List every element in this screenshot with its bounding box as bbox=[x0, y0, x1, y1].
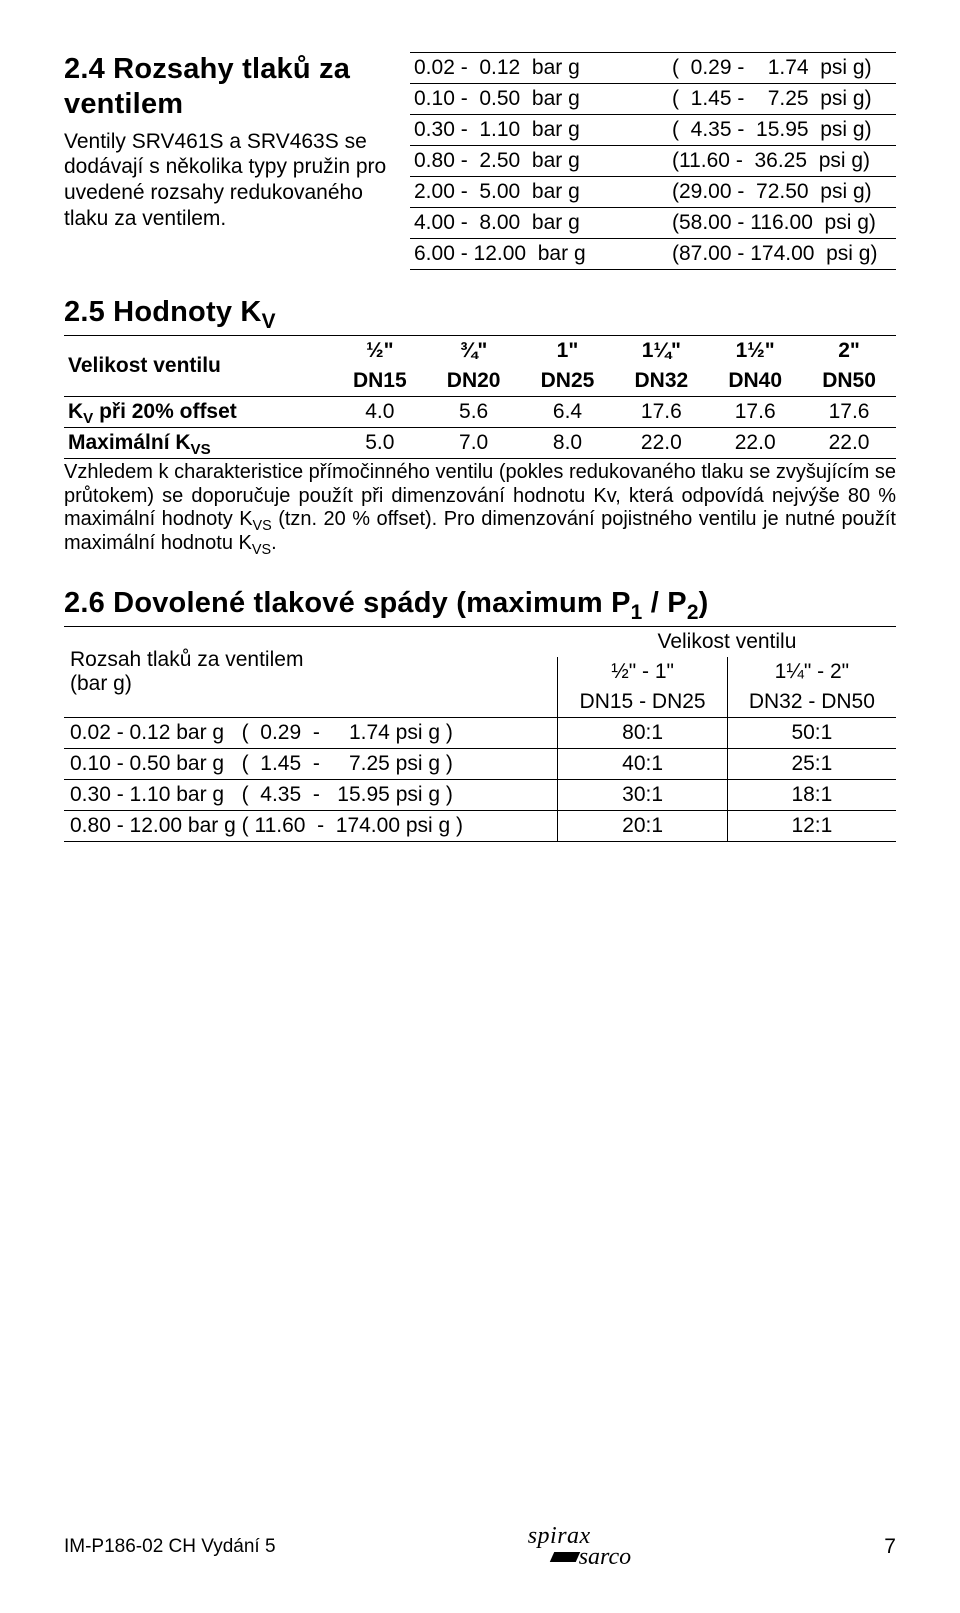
t26-ratio-b: 12:1 bbox=[727, 811, 896, 842]
t25-size-in: 1½" bbox=[708, 336, 802, 367]
table-2-4-row: 4.00 - 8.00 bar g(58.00 - 116.00 psi g) bbox=[410, 208, 896, 239]
t25-size-in: 1¼" bbox=[614, 336, 708, 367]
t26-ratio-b: 25:1 bbox=[727, 749, 896, 780]
footer-left: IM-P186-02 CH Vydání 5 bbox=[64, 1536, 276, 1558]
kvs-sub-2: VS bbox=[252, 542, 271, 558]
t25-max-val: 22.0 bbox=[802, 428, 896, 459]
t26-ratio-b: 50:1 bbox=[727, 718, 896, 749]
t24-barg: 0.80 - 2.50 bar g bbox=[410, 146, 668, 177]
table-2-4-row: 6.00 - 12.00 bar g(87.00 - 174.00 psi g) bbox=[410, 239, 896, 270]
t25-row-offset-label: KV při 20% offset bbox=[64, 397, 333, 428]
t24-psig: (58.00 - 116.00 psi g) bbox=[668, 208, 896, 239]
section-2-4: 2.4 Rozsahy tlaků za ventilem Ventily SR… bbox=[64, 52, 896, 270]
t26-left-head: Rozsah tlaků za ventilem (bar g) bbox=[64, 627, 558, 718]
t24-barg: 6.00 - 12.00 bar g bbox=[410, 239, 668, 270]
t26-ratio-a: 30:1 bbox=[558, 780, 727, 811]
t25-offset-val: 4.0 bbox=[333, 397, 427, 428]
section-2-5-title: 2.5 Hodnoty KV bbox=[64, 296, 896, 329]
t25-offset-val: 5.6 bbox=[427, 397, 521, 428]
t26-col-a-bot: DN15 - DN25 bbox=[558, 687, 727, 718]
table-2-4-row: 0.30 - 1.10 bar g( 4.35 - 15.95 psi g) bbox=[410, 115, 896, 146]
t26-ratio-a: 80:1 bbox=[558, 718, 727, 749]
table-2-6: Rozsah tlaků za ventilem (bar g) Velikos… bbox=[64, 626, 896, 842]
t25-max-val: 7.0 bbox=[427, 428, 521, 459]
t24-psig: (87.00 - 174.00 psi g) bbox=[668, 239, 896, 270]
footer-page-number: 7 bbox=[884, 1535, 896, 1559]
t24-psig: ( 1.45 - 7.25 psi g) bbox=[668, 84, 896, 115]
t26-range: 0.30 - 1.10 bar g ( 4.35 - 15.95 psi g ) bbox=[64, 780, 558, 811]
t25-size-dn: DN40 bbox=[708, 366, 802, 397]
footer: IM-P186-02 CH Vydání 5 spirax sarco 7 bbox=[64, 1526, 896, 1567]
section-2-5-title-text: 2.5 Hodnoty K bbox=[64, 296, 262, 328]
t26-row: 0.80 - 12.00 bar g ( 11.60 - 174.00 psi … bbox=[64, 811, 896, 842]
footer-logo: spirax sarco bbox=[528, 1526, 632, 1567]
table-2-4-row: 0.10 - 0.50 bar g( 1.45 - 7.25 psi g) bbox=[410, 84, 896, 115]
table-2-4-row: 2.00 - 5.00 bar g(29.00 - 72.50 psi g) bbox=[410, 177, 896, 208]
t25-size-dn: DN25 bbox=[521, 366, 615, 397]
t25-max-val: 5.0 bbox=[333, 428, 427, 459]
t24-barg: 0.10 - 0.50 bar g bbox=[410, 84, 668, 115]
t25-size-dn: DN32 bbox=[614, 366, 708, 397]
t25-max-val: 22.0 bbox=[614, 428, 708, 459]
t24-barg: 4.00 - 8.00 bar g bbox=[410, 208, 668, 239]
t24-psig: (29.00 - 72.50 psi g) bbox=[668, 177, 896, 208]
section-2-4-left: 2.4 Rozsahy tlaků za ventilem Ventily SR… bbox=[64, 52, 394, 231]
t25-size-in: 2" bbox=[802, 336, 896, 367]
t25-offset-val: 17.6 bbox=[708, 397, 802, 428]
table-2-4-row: 0.02 - 0.12 bar g( 0.29 - 1.74 psi g) bbox=[410, 53, 896, 84]
t26-col-b-top: 1¼" - 2" bbox=[727, 657, 896, 687]
t25-offset-val: 17.6 bbox=[614, 397, 708, 428]
t26-col-a-top: ½" - 1" bbox=[558, 657, 727, 687]
table-2-5: Velikost ventilu½"¾"1"1¼"1½"2" DN15DN20D… bbox=[64, 335, 896, 459]
kvs-sub-1: VS bbox=[253, 518, 272, 534]
t26-ratio-a: 40:1 bbox=[558, 749, 727, 780]
t26-range: 0.80 - 12.00 bar g ( 11.60 - 174.00 psi … bbox=[64, 811, 558, 842]
t26-left-head-2: (bar g) bbox=[70, 672, 132, 695]
table-2-4-row: 0.80 - 2.50 bar g(11.60 - 36.25 psi g) bbox=[410, 146, 896, 177]
t25-size-dn: DN15 bbox=[333, 366, 427, 397]
t24-barg: 0.02 - 0.12 bar g bbox=[410, 53, 668, 84]
t25-max-val: 22.0 bbox=[708, 428, 802, 459]
t26-left-head-1: Rozsah tlaků za ventilem bbox=[70, 648, 303, 671]
t25-size-in: ¾" bbox=[427, 336, 521, 367]
t25-size-in: 1" bbox=[521, 336, 615, 367]
t24-psig: ( 0.29 - 1.74 psi g) bbox=[668, 53, 896, 84]
t26-row: 0.02 - 0.12 bar g ( 0.29 - 1.74 psi g )8… bbox=[64, 718, 896, 749]
section-2-5-note: Vzhledem k charakteristice přímočinného … bbox=[64, 461, 896, 555]
t25-size-in: ½" bbox=[333, 336, 427, 367]
t26-ratio-b: 18:1 bbox=[727, 780, 896, 811]
t24-psig: ( 4.35 - 15.95 psi g) bbox=[668, 115, 896, 146]
section-2-4-title: 2.4 Rozsahy tlaků za ventilem bbox=[64, 52, 394, 123]
table-2-4: 0.02 - 0.12 bar g( 0.29 - 1.74 psi g)0.1… bbox=[410, 52, 896, 270]
section-2-4-text: Ventily SRV461S a SRV463S se dodávají s … bbox=[64, 129, 394, 231]
kv-sub: V bbox=[262, 310, 276, 333]
t26-vv-head: Velikost ventilu bbox=[558, 627, 896, 658]
t26-col-b-bot: DN32 - DN50 bbox=[727, 687, 896, 718]
t25-row-max-label: Maximální KVS bbox=[64, 428, 333, 459]
t25-max-val: 8.0 bbox=[521, 428, 615, 459]
t25-offset-val: 17.6 bbox=[802, 397, 896, 428]
section-2-6-title: 2.6 Dovolené tlakové spády (maximum P1 /… bbox=[64, 587, 896, 620]
t24-barg: 0.30 - 1.10 bar g bbox=[410, 115, 668, 146]
section-2-6: 2.6 Dovolené tlakové spády (maximum P1 /… bbox=[64, 587, 896, 842]
t25-corner: Velikost ventilu bbox=[64, 336, 333, 397]
logo-sarco: sarco bbox=[528, 1547, 632, 1567]
t25-size-dn: DN50 bbox=[802, 366, 896, 397]
t26-range: 0.10 - 0.50 bar g ( 1.45 - 7.25 psi g ) bbox=[64, 749, 558, 780]
t26-row: 0.10 - 0.50 bar g ( 1.45 - 7.25 psi g )4… bbox=[64, 749, 896, 780]
t26-row: 0.30 - 1.10 bar g ( 4.35 - 15.95 psi g )… bbox=[64, 780, 896, 811]
t24-psig: (11.60 - 36.25 psi g) bbox=[668, 146, 896, 177]
t26-ratio-a: 20:1 bbox=[558, 811, 727, 842]
t25-offset-val: 6.4 bbox=[521, 397, 615, 428]
note-2-5-c: . bbox=[271, 532, 277, 554]
section-2-5: 2.5 Hodnoty KV Velikost ventilu½"¾"1"1¼"… bbox=[64, 296, 896, 555]
t25-size-dn: DN20 bbox=[427, 366, 521, 397]
t26-range: 0.02 - 0.12 bar g ( 0.29 - 1.74 psi g ) bbox=[64, 718, 558, 749]
t24-barg: 2.00 - 5.00 bar g bbox=[410, 177, 668, 208]
